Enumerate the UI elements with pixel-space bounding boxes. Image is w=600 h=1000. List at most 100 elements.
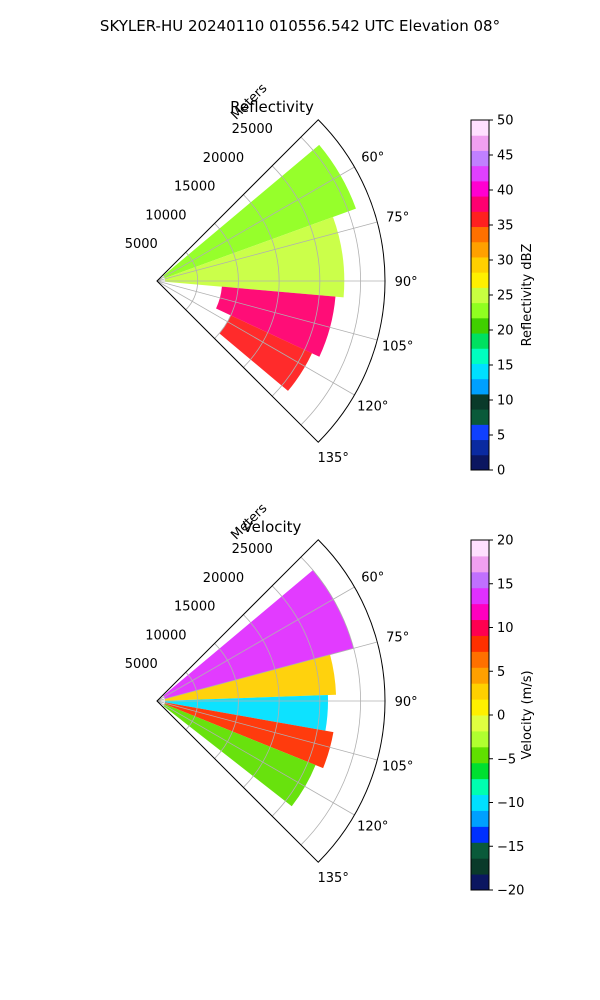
colorbar-swatch [471,778,489,796]
colorbar-swatch [471,226,489,243]
data-band [163,704,316,807]
data-band [163,570,354,699]
radial-tick-label: 10000 [145,628,186,643]
colorbar-swatch [471,571,489,589]
radial-tick-label: 5000 [125,237,158,252]
angular-gridline [156,641,378,702]
colorbar-swatch [471,287,489,304]
colorbar-tick-label: 30 [497,254,514,269]
angular-gridline [156,166,355,282]
colorbar-swatch [471,165,489,182]
radial-tick-label: 15000 [174,600,215,615]
colorbar-label: Reflectivity dBZ [520,244,535,347]
colorbar-swatch [471,683,489,700]
colorbar-swatch [471,454,489,471]
colorbar-tick-label: 20 [497,534,514,549]
colorbar-swatch [471,424,489,441]
data-band [164,654,337,701]
sector-frame [156,539,386,863]
colorbar-swatch [471,241,489,258]
colorbar-tick-label: −15 [497,840,524,855]
colorbar-swatch [471,409,489,425]
colorbar-tick-label: 15 [497,359,514,374]
colorbar-swatch [471,439,489,456]
velocity-sector-plot: 500010000150002000025000Meters60°75°90°1… [125,501,418,886]
velocity-title: Velocity [243,518,302,536]
radial-tick-label: 25000 [232,542,273,557]
colorbar-tick-label: −10 [497,796,524,811]
colorbar-swatch [471,715,489,732]
colorbar-swatch [471,842,489,859]
colorbar-tick-label: 35 [497,219,514,234]
sector-frame [156,119,386,443]
colorbar-swatch [471,302,489,319]
colorbar-swatch [471,317,489,334]
angle-tick-label: 105° [382,759,413,774]
angle-tick-label: 135° [318,871,349,886]
angular-gridline [156,586,355,702]
colorbar-tick-label: −20 [497,884,524,899]
colorbar-swatch [471,794,489,811]
angle-tick-label: 75° [386,631,409,646]
colorbar-swatch [471,256,489,273]
data-band [216,286,336,357]
angular-gridline [156,221,378,282]
colorbar-swatch [471,667,489,684]
colorbar-tick-label: 0 [497,709,505,724]
angle-tick-label: 90° [395,275,418,290]
colorbar-label: Velocity (m/s) [520,670,535,759]
data-band [164,216,345,298]
radial-tick-label: 5000 [125,657,158,672]
velocity-colorbar: −20 −15 −10 −5 0 5 10 15 20 Velocity (m/s) [470,534,535,899]
colorbar-swatch [471,211,489,228]
colorbar-swatch [471,348,489,364]
angle-tick-label: 60° [361,570,384,585]
colorbar-swatch [471,858,489,875]
angle-tick-label: 120° [357,820,388,835]
colorbar-swatch [471,874,489,891]
colorbar-tick-label: 20 [497,324,514,339]
angle-tick-label: 75° [386,211,409,226]
colorbar-swatch [471,540,489,557]
colorbar-tick-label: 5 [497,429,505,444]
colorbar-tick-label: −5 [497,752,516,767]
colorbar-swatch [471,393,489,410]
angle-tick-label: 90° [395,695,418,710]
angular-gridline [156,280,378,341]
radial-tick-label: 25000 [232,122,273,137]
colorbar-swatch [471,603,489,621]
colorbar-swatch [471,272,489,288]
colorbar-swatch [471,826,489,843]
colorbar-swatch [471,762,489,780]
colorbar-swatch [471,651,489,668]
angle-tick-label: 105° [382,339,413,354]
radial-tick-label: 20000 [203,151,244,166]
data-band [219,315,312,391]
colorbar-tick-label: 15 [497,577,514,592]
colorbar-tick-label: 5 [497,665,505,680]
radial-tick-label: 10000 [145,208,186,223]
radial-tick-label: 15000 [174,180,215,195]
angle-tick-label: 120° [357,400,388,415]
data-band [164,702,334,769]
colorbar-swatch [471,635,489,652]
figure-suptitle: SKYLER-HU 20240110 010556.542 UTC Elevat… [100,17,500,35]
colorbar-tick-label: 50 [497,114,514,129]
angle-tick-label: 60° [361,150,384,165]
angular-gridline [156,700,378,761]
angular-gridline [156,700,355,816]
angle-tick-label: 135° [318,451,349,466]
colorbar-tick-label: 10 [497,394,514,409]
colorbar-swatch [471,363,489,380]
colorbar-swatch [471,810,489,827]
colorbar-tick-label: 45 [497,149,514,164]
colorbar-swatch [471,555,489,573]
colorbar-swatch [471,746,489,764]
colorbar-swatch [471,378,489,395]
colorbar-swatch [471,135,489,151]
colorbar-swatch [471,333,489,349]
reflectivity-panel: Reflectivity 500010000150002000025000Met… [125,81,535,479]
velocity-panel: Velocity 500010000150002000025000Meters6… [125,501,535,899]
reflectivity-title: Reflectivity [230,98,314,116]
